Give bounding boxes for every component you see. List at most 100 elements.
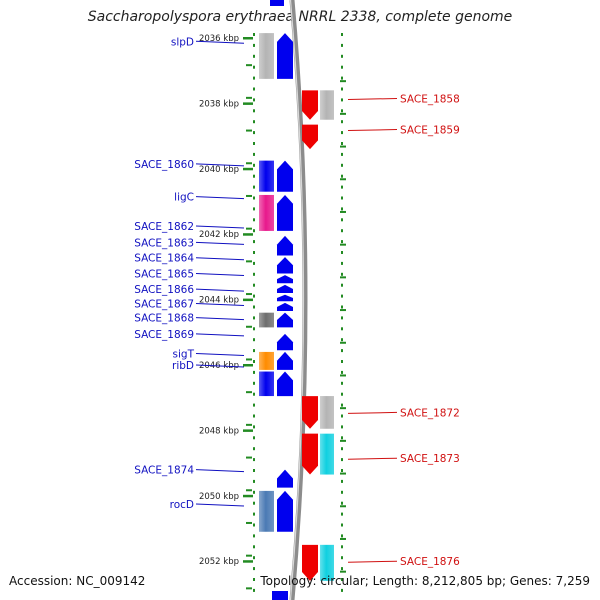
- gene-arrow-forward: [277, 257, 293, 274]
- minor-tick: [340, 439, 346, 442]
- tick-dot: [341, 87, 343, 91]
- minor-tick: [340, 80, 346, 83]
- chromosome-backbone: [289, 0, 308, 600]
- tick-dot: [341, 381, 343, 385]
- gene-leader-line: [347, 129, 398, 132]
- tick-dot: [253, 120, 255, 124]
- minor-tick: [340, 276, 346, 279]
- minor-tick: [340, 505, 346, 508]
- tick-dot: [341, 458, 343, 462]
- kbp-tick-label: 2050 kbp: [199, 492, 239, 502]
- tick-dot: [253, 414, 255, 418]
- tick-dot: [253, 512, 255, 516]
- tick-dot: [341, 283, 343, 287]
- tick-dot: [341, 240, 343, 244]
- kbp-tick-label: 2042 kbp: [199, 230, 239, 240]
- gene-label: SACE_1868: [134, 313, 194, 325]
- gene-arrow-forward: [277, 312, 293, 328]
- minor-tick: [340, 472, 346, 475]
- minor-tick: [340, 210, 346, 213]
- minor-tick: [340, 309, 346, 312]
- minor-tick: [246, 554, 252, 557]
- tick-dot: [341, 425, 343, 429]
- tick-dot: [341, 414, 343, 418]
- tick-dot: [253, 545, 255, 549]
- tick-dot: [341, 403, 343, 407]
- tick-dot: [253, 43, 255, 47]
- tick-dot: [341, 196, 343, 200]
- gene-function-block: [320, 90, 334, 120]
- tick-dot: [253, 588, 255, 592]
- tick-dot: [341, 512, 343, 516]
- gene-arrow-forward: [277, 351, 293, 370]
- minor-tick: [246, 260, 252, 263]
- tick-dot: [253, 163, 255, 167]
- tick-dot: [253, 142, 255, 145]
- tick-dot: [253, 174, 255, 178]
- minor-tick: [246, 64, 252, 67]
- gene-label: SACE_1873: [400, 453, 460, 465]
- tick-dot: [253, 403, 255, 407]
- tick-dot: [253, 327, 255, 331]
- kbp-tick-mark: [243, 233, 253, 236]
- tick-dot: [253, 218, 255, 222]
- tick-dot: [341, 338, 343, 342]
- gene-arrow-forward: [277, 371, 293, 397]
- gene-arrow-forward: [277, 160, 293, 192]
- gene-leader-line: [195, 469, 245, 473]
- gene-label: SACE_1864: [134, 253, 194, 265]
- tick-dot: [253, 338, 255, 342]
- minor-tick: [246, 423, 252, 426]
- kbp-tick-mark: [243, 167, 253, 171]
- kbp-tick-mark: [243, 37, 253, 40]
- minor-tick: [246, 129, 252, 132]
- gene-leader-line: [195, 272, 245, 276]
- gene-label: SACE_1869: [134, 329, 194, 341]
- map-title: Saccharopolyspora erythraea NRRL 2338, c…: [87, 9, 513, 25]
- tick-dot: [253, 567, 255, 571]
- gene-label: SACE_1867: [134, 299, 194, 311]
- minor-tick: [340, 145, 346, 148]
- tick-dot: [341, 556, 343, 560]
- tick-dot: [253, 360, 255, 363]
- gene-label: ribD: [172, 360, 194, 372]
- tick-dot: [253, 556, 255, 560]
- gene-leader-line: [195, 303, 245, 307]
- gene-function-block: [259, 160, 274, 192]
- tick-dot: [253, 349, 255, 353]
- gene-function-block: [259, 33, 274, 79]
- tick-dot: [341, 229, 343, 233]
- tick-dot: [341, 152, 343, 156]
- gene-label: SACE_1859: [400, 125, 460, 137]
- tick-dot: [253, 229, 255, 233]
- minor-tick: [246, 194, 252, 197]
- gene-label: ligC: [174, 192, 194, 204]
- gene-function-block: [320, 433, 334, 475]
- gene-function-block: [259, 490, 274, 532]
- tick-dot: [253, 272, 255, 276]
- tick-dot: [341, 185, 343, 189]
- gene-label: SACE_1876: [400, 556, 460, 568]
- minor-tick: [246, 521, 252, 524]
- gene-arrow-forward: [277, 275, 293, 284]
- gene-label: SACE_1874: [134, 465, 194, 477]
- kbp-tick-mark: [243, 102, 253, 105]
- gene-leader-line: [195, 196, 245, 200]
- gene-label: SACE_1862: [134, 221, 194, 233]
- tick-dot: [253, 65, 255, 69]
- gene-arrow-forward: [277, 469, 293, 488]
- gene-leader-line: [195, 225, 245, 229]
- tick-dot: [341, 545, 343, 549]
- tick-dot: [253, 392, 255, 396]
- tick-dot: [341, 305, 343, 309]
- tick-dot: [341, 142, 343, 145]
- tick-dot: [341, 392, 343, 396]
- tick-dot: [341, 588, 343, 592]
- tick-dot: [253, 185, 255, 189]
- topology-text: Topology: circular; Length: 8,212,805 bp…: [260, 574, 590, 588]
- gene-arrow-forward: [277, 294, 293, 302]
- tick-dot: [341, 490, 343, 494]
- chromosome-highlight: [289, 0, 305, 600]
- tick-dot: [253, 251, 255, 254]
